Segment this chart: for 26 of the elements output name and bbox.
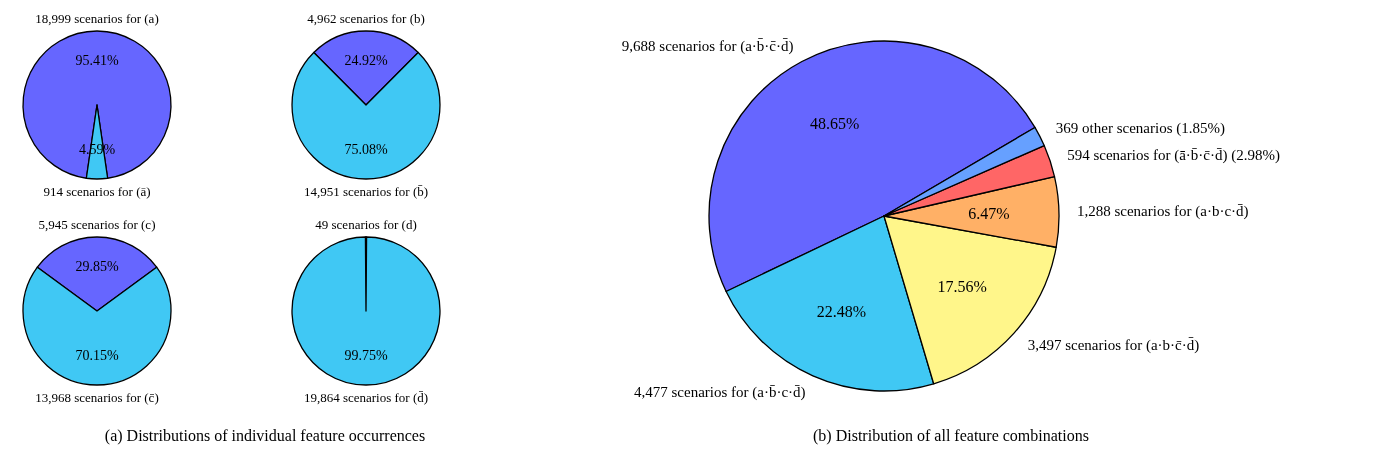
data-label: 24.92% <box>344 53 388 69</box>
data-label: 48.65% <box>810 114 860 132</box>
slice-label: 369 other scenarios (1.85%) <box>1055 120 1225 138</box>
slice-label: 9,688 scenarios for (a·b̄·c̄·d̄) <box>621 37 794 55</box>
data-label: 6.47% <box>968 205 1010 222</box>
slice-label: 19,864 scenarios for (d̄) <box>303 390 429 405</box>
data-label: 70.15% <box>75 347 119 363</box>
text: (b) Distribution of all feature combinations <box>813 427 1089 445</box>
slice-label: 3,497 scenarios for (a·b·c̄·d̄) <box>1027 336 1200 354</box>
slice-label: 4,477 scenarios for (a·b̄·c·d̄) <box>633 384 806 402</box>
slice-label: 14,951 scenarios for (b̄) <box>303 184 429 199</box>
slice-label: 5,945 scenarios for (c) <box>38 217 156 232</box>
data-label: 99.75% <box>344 347 388 363</box>
data-label: 29.85% <box>75 259 119 275</box>
data-label: 22.48% <box>816 303 866 321</box>
text: (a) Distributions of individual feature occurrences <box>104 427 426 445</box>
data-label: 75.08% <box>344 141 388 157</box>
slice-label: 13,968 scenarios for (c̄) <box>35 390 159 405</box>
slice-label: 18,999 scenarios for (a) <box>35 11 159 26</box>
slice-label: 594 scenarios for (ā·b̄·c̄·d̄) (2.98%) <box>1067 147 1280 165</box>
slice-label: 4,962 scenarios for (b) <box>307 11 425 26</box>
slice-label: 1,288 scenarios for (a·b·c·d̄) <box>1076 203 1249 221</box>
data-label: 17.56% <box>937 277 987 295</box>
slice-label: 49 scenarios for (d) <box>315 217 417 232</box>
data-label: 95.41% <box>75 53 119 69</box>
slice-label: 914 scenarios for (ā) <box>43 184 151 199</box>
